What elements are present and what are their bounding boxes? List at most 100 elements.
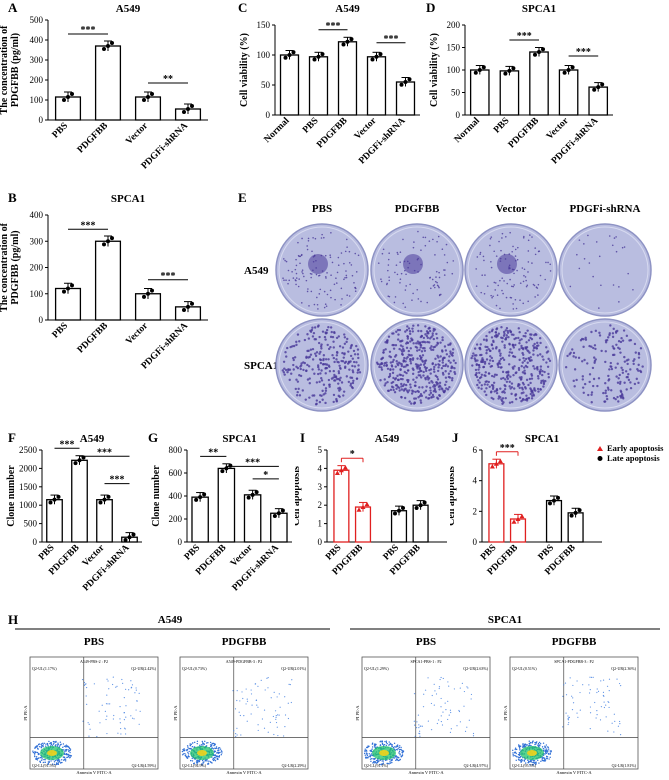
colony-dot bbox=[335, 358, 338, 361]
event-dot bbox=[394, 746, 396, 748]
y-tick-label: 100 bbox=[257, 50, 271, 60]
event-dot bbox=[215, 746, 218, 748]
colony-dot bbox=[320, 379, 324, 382]
colony-dot bbox=[434, 280, 437, 283]
data-point bbox=[418, 503, 423, 508]
colony-dot bbox=[315, 259, 317, 262]
y-tick-label: 0 bbox=[39, 315, 44, 325]
colony-dot bbox=[473, 354, 477, 357]
colony-dot bbox=[490, 236, 493, 238]
colony-dot bbox=[404, 330, 407, 333]
colony-dot bbox=[604, 341, 608, 344]
colony-dot bbox=[497, 365, 500, 369]
colony-dot bbox=[505, 327, 509, 330]
data-point bbox=[349, 37, 354, 42]
event-dot bbox=[34, 755, 36, 758]
colony-dot bbox=[285, 355, 288, 358]
colony-dot bbox=[404, 269, 406, 272]
event-dot bbox=[34, 747, 37, 749]
event-dot bbox=[53, 761, 56, 763]
colony-dot bbox=[410, 354, 413, 357]
colony-dot bbox=[541, 373, 544, 377]
colony-dot bbox=[502, 376, 505, 380]
colony-dot bbox=[417, 298, 420, 300]
colony-dot bbox=[435, 381, 439, 384]
colony-dot bbox=[541, 369, 544, 373]
colony-dot bbox=[573, 368, 577, 371]
colony-dot bbox=[306, 333, 309, 336]
colony-dot bbox=[402, 365, 406, 369]
colony-dot bbox=[516, 269, 518, 272]
event-dot bbox=[113, 714, 115, 717]
colony-column-header: PDGFBB bbox=[395, 203, 440, 215]
colony-dot bbox=[411, 330, 415, 333]
event-dot bbox=[399, 745, 401, 747]
colony-dot bbox=[543, 370, 546, 374]
data-point bbox=[422, 500, 427, 505]
event-dot bbox=[386, 762, 388, 765]
culture-dish-rim bbox=[467, 321, 555, 409]
event-dot bbox=[219, 748, 222, 750]
colony-dot bbox=[619, 340, 623, 344]
colony-dot bbox=[424, 333, 427, 336]
colony-dot bbox=[411, 358, 415, 361]
event-dot bbox=[367, 756, 369, 758]
data-point bbox=[272, 514, 277, 519]
colony-dot bbox=[530, 397, 534, 400]
colony-dot bbox=[499, 387, 502, 390]
event-dot bbox=[614, 720, 616, 722]
event-dot bbox=[201, 740, 204, 743]
data-point bbox=[52, 497, 57, 502]
colony-dot bbox=[295, 283, 297, 286]
event-dot bbox=[183, 748, 185, 750]
data-point bbox=[66, 95, 70, 99]
colony-dot bbox=[517, 383, 520, 386]
event-dot bbox=[389, 761, 391, 763]
colony-dot bbox=[592, 377, 596, 381]
event-dot bbox=[603, 701, 605, 703]
event-dot bbox=[381, 760, 383, 762]
colony-dot bbox=[395, 264, 398, 266]
event-dot bbox=[42, 742, 44, 745]
event-dot bbox=[419, 725, 421, 727]
colony-dot bbox=[526, 284, 529, 287]
event-dot bbox=[370, 753, 373, 755]
y-tick-label: 0 bbox=[473, 537, 478, 547]
event-dot bbox=[391, 761, 393, 764]
colony-dot bbox=[513, 365, 516, 368]
colony-dot bbox=[476, 383, 479, 387]
colony-dot bbox=[405, 341, 409, 344]
colony-dot bbox=[419, 369, 422, 373]
significance-label: *** bbox=[326, 21, 341, 32]
colony-dot bbox=[507, 373, 510, 377]
x-tick-label: Vector bbox=[124, 321, 150, 347]
colony-dot bbox=[508, 385, 511, 388]
event-dot bbox=[121, 678, 123, 681]
colony-dot bbox=[396, 328, 400, 332]
colony-dot bbox=[593, 356, 596, 359]
colony-dot bbox=[504, 329, 507, 332]
colony-dot bbox=[329, 345, 332, 349]
event-dot bbox=[618, 682, 621, 685]
event-dot bbox=[205, 759, 208, 761]
event-dot bbox=[196, 759, 198, 762]
data-point bbox=[220, 469, 225, 474]
colony-dot bbox=[322, 363, 325, 366]
data-point bbox=[228, 463, 233, 468]
colony-dot bbox=[441, 358, 444, 362]
colony-dot bbox=[328, 369, 332, 373]
colony-dot bbox=[480, 291, 483, 294]
colony-dot bbox=[327, 364, 331, 367]
event-dot bbox=[366, 753, 368, 756]
event-dot bbox=[370, 750, 373, 753]
event-dot bbox=[366, 746, 368, 749]
colony-dot bbox=[479, 343, 482, 346]
colony-dot bbox=[584, 338, 588, 341]
colony-dot bbox=[614, 366, 617, 369]
colony-dot bbox=[518, 386, 521, 390]
data-point bbox=[566, 68, 571, 72]
event-dot bbox=[214, 747, 216, 749]
colony-dot bbox=[445, 380, 448, 383]
colony-dot bbox=[421, 354, 425, 357]
